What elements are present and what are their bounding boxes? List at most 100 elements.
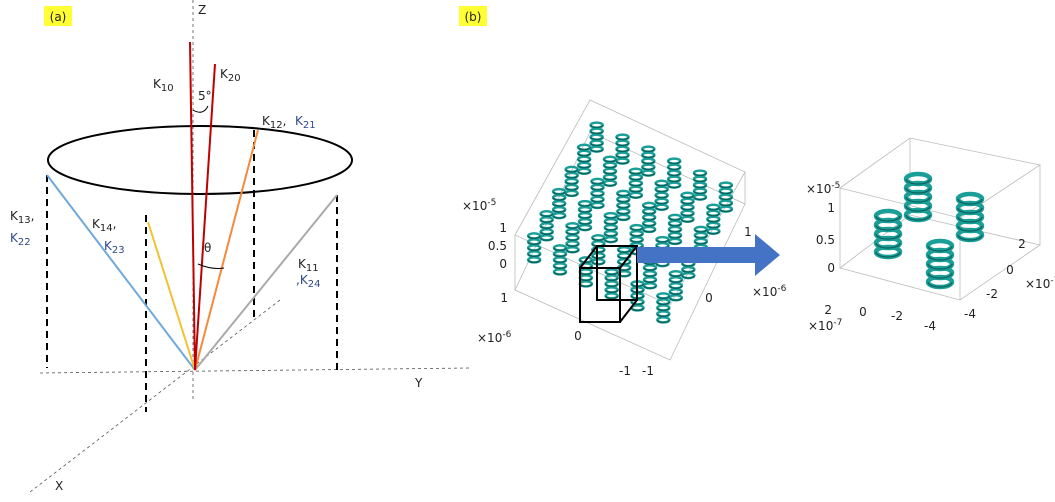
text-part: -6 <box>502 330 511 340</box>
tick-label: 1 <box>827 201 835 215</box>
text-part: 1 <box>744 225 752 239</box>
text-part: 22 <box>18 237 31 248</box>
box-face <box>840 138 1040 218</box>
wave-vectors <box>47 42 337 370</box>
exponent-label: ×10-7 <box>808 318 842 333</box>
text-part: 0 <box>859 305 867 319</box>
text-part: , <box>31 209 35 223</box>
text-part: 1 <box>827 201 835 215</box>
text-part: 21 <box>303 120 316 131</box>
tick-label: -4 <box>924 319 936 333</box>
text-part: 0 <box>1006 263 1014 277</box>
k-label: ,K24 <box>296 273 320 290</box>
text-part: 12 <box>270 120 283 131</box>
exponent-label: ×10-7 <box>1025 276 1055 291</box>
tick-label: 0 <box>574 329 582 343</box>
axis-label: Y <box>414 376 423 390</box>
k-label: K22 <box>10 231 31 248</box>
k-label: K21 <box>295 114 316 131</box>
tick-label: -1 <box>619 364 631 378</box>
panel-tag: (b) <box>465 10 482 24</box>
text-part: , <box>113 217 117 231</box>
text-part: 11 <box>306 263 319 274</box>
figure: (a) (b) Z Y X 5° θ <box>0 0 1055 502</box>
x-axis <box>30 300 280 492</box>
text-part: -1 <box>619 364 631 378</box>
tick-label: 0 <box>705 291 713 305</box>
tick-label: 2 <box>824 303 832 317</box>
k-label: K20 <box>220 67 241 84</box>
text-part: 1 <box>499 221 507 235</box>
k-label: K11 <box>298 257 319 274</box>
text-part: -4 <box>964 307 976 321</box>
tick-label: -2 <box>986 287 998 301</box>
axis-label: Z <box>198 3 206 17</box>
k-label: K10 <box>153 77 174 94</box>
tick-label: -2 <box>891 309 903 323</box>
text-part: 2 <box>824 303 832 317</box>
k-label: K14, <box>92 217 116 234</box>
text-part: ×10 <box>808 319 833 333</box>
tick-label: -1 <box>642 364 654 378</box>
tick-label: 1 <box>500 291 508 305</box>
y-axis <box>40 368 470 373</box>
text-part: ×10 <box>806 182 831 196</box>
text-part: -5 <box>487 198 496 208</box>
text-part: 0 <box>499 257 507 271</box>
axes <box>30 0 470 492</box>
helix-array <box>528 123 732 323</box>
axis-label: X <box>55 479 63 493</box>
text-part: 20 <box>228 73 241 84</box>
text-part: -5 <box>831 181 840 191</box>
angle-arc <box>193 106 208 112</box>
text-part: 0 <box>827 261 835 275</box>
angle-label: 5° <box>198 89 212 103</box>
text-part: -6 <box>777 284 786 294</box>
text-part: -7 <box>1050 276 1055 286</box>
tick-label: 0 <box>1006 263 1014 277</box>
text-part: 0.5 <box>488 239 507 253</box>
text-part: -2 <box>986 287 998 301</box>
text-part: ×10 <box>1025 277 1050 291</box>
tick-label: 2 <box>1018 237 1026 251</box>
text-part: 0 <box>705 291 713 305</box>
tick-label: 0 <box>499 257 507 271</box>
text-part: , <box>283 114 287 128</box>
exponent-label: ×10-5 <box>462 198 496 213</box>
exponent-label: ×10-6 <box>477 330 512 345</box>
tick-label: 1 <box>744 225 752 239</box>
text-part: ×10 <box>477 331 502 345</box>
tick-label: 0.5 <box>488 239 507 253</box>
text-part: 13 <box>18 215 31 226</box>
ray <box>47 175 195 370</box>
tick-label: 0.5 <box>816 233 835 247</box>
text-part: 1 <box>500 291 508 305</box>
text-part: -4 <box>924 319 936 333</box>
exponent-label: ×10-6 <box>752 284 787 299</box>
cone-base <box>48 126 352 194</box>
text-part: ×10 <box>752 285 777 299</box>
text-part: 10 <box>161 83 174 94</box>
text-part: 14 <box>100 223 113 234</box>
unit-cell <box>580 246 637 322</box>
angle-label: θ <box>204 241 211 255</box>
ray <box>190 42 195 370</box>
k-label: K13, <box>10 209 34 226</box>
tick-label: -4 <box>964 307 976 321</box>
text-part: -2 <box>891 309 903 323</box>
text-part: 2 <box>1018 237 1026 251</box>
text-part: -7 <box>833 318 842 328</box>
text-part: -1 <box>642 364 654 378</box>
text-part: 24 <box>308 279 321 290</box>
text-part: 0 <box>574 329 582 343</box>
tick-label: 0 <box>859 305 867 319</box>
text-part: 0.5 <box>816 233 835 247</box>
helix-group <box>876 174 982 287</box>
ray <box>148 222 195 370</box>
tick-label: 0 <box>827 261 835 275</box>
text-part: ×10 <box>462 199 487 213</box>
exponent-label: ×10-5 <box>806 181 840 196</box>
text-part: 23 <box>112 245 125 256</box>
panel-tag: (a) <box>50 10 67 24</box>
tick-label: 1 <box>499 221 507 235</box>
